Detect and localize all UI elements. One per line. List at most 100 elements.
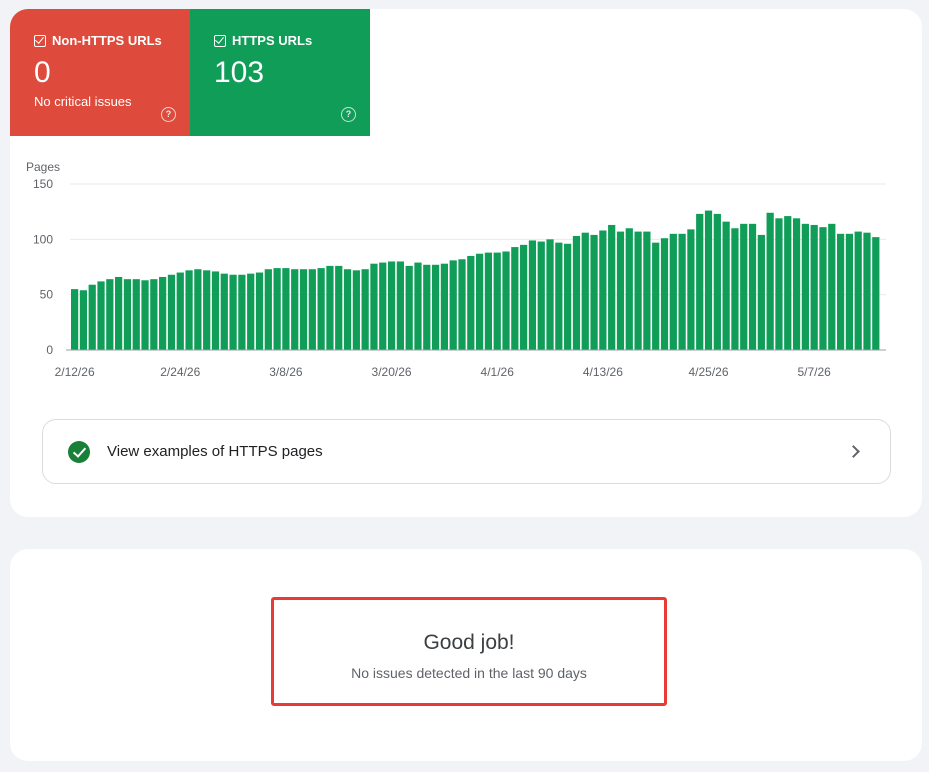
bar <box>784 216 792 350</box>
bar <box>590 234 598 350</box>
non-https-urls-tile[interactable]: Non-HTTPS URLs 0 No critical issues ? <box>10 9 190 136</box>
bar <box>264 269 272 350</box>
bar <box>273 268 281 350</box>
x-tick-label: 5/7/26 <box>797 365 831 379</box>
bar <box>819 227 827 350</box>
bar <box>555 242 563 350</box>
bar <box>766 212 774 350</box>
bar <box>713 213 721 350</box>
bar <box>845 233 853 350</box>
bar <box>652 242 660 350</box>
bar <box>792 218 801 350</box>
bar <box>625 228 633 350</box>
bar <box>440 263 448 350</box>
bar <box>88 284 96 350</box>
bar <box>502 251 510 350</box>
bar <box>159 276 167 350</box>
bar <box>255 272 264 350</box>
https-urls-tile[interactable]: HTTPS URLs 103 ? <box>190 9 370 136</box>
y-axis-label: Pages <box>26 160 60 174</box>
bar <box>511 247 519 350</box>
bar <box>361 269 369 350</box>
good-job-title: Good job! <box>423 631 515 654</box>
bar <box>678 233 686 350</box>
bar <box>352 270 360 350</box>
bar <box>704 210 713 350</box>
x-tick-label: 2/12/26 <box>55 365 95 379</box>
bar <box>431 264 440 350</box>
bar <box>616 231 625 350</box>
https-count: 103 <box>214 56 265 89</box>
bar <box>414 262 422 350</box>
bar <box>775 218 783 350</box>
help-icon[interactable]: ? <box>161 107 176 122</box>
bar <box>467 255 475 350</box>
chevron-right-icon <box>847 445 860 458</box>
bar <box>343 269 352 350</box>
bar <box>150 279 158 350</box>
bar <box>449 260 457 350</box>
view-examples-label: View examples of HTTPS pages <box>107 443 323 460</box>
x-tick-label: 2/24/26 <box>160 365 200 379</box>
non-https-tile-header: Non-HTTPS URLs <box>34 33 190 48</box>
bar <box>335 265 343 350</box>
bar <box>123 279 132 350</box>
checkbox-icon[interactable] <box>34 34 46 47</box>
bar <box>167 274 176 350</box>
bar <box>731 228 739 350</box>
view-examples-row[interactable]: View examples of HTTPS pages <box>42 419 891 484</box>
bar <box>176 272 184 350</box>
bar <box>854 231 862 350</box>
x-tick-label: 3/8/26 <box>269 365 303 379</box>
bar <box>141 280 149 350</box>
bar <box>634 231 642 350</box>
bar <box>546 239 554 350</box>
bar <box>379 262 387 350</box>
bar <box>132 279 140 350</box>
y-tick-label: 100 <box>33 232 53 246</box>
bar <box>115 276 123 350</box>
x-tick-label: 3/20/26 <box>372 365 412 379</box>
bar <box>211 271 220 350</box>
bar <box>308 269 316 350</box>
x-tick-label: 4/13/26 <box>583 365 623 379</box>
y-tick-label: 50 <box>40 288 54 302</box>
bar <box>801 223 809 350</box>
x-tick-label: 4/25/26 <box>688 365 728 379</box>
bar <box>696 213 704 350</box>
https-label: HTTPS URLs <box>232 33 313 48</box>
bar <box>423 264 431 350</box>
bar <box>828 223 836 350</box>
bar <box>572 236 581 350</box>
bar <box>317 268 325 350</box>
bar <box>229 274 237 350</box>
bar <box>203 270 211 350</box>
bar <box>71 289 79 350</box>
bar <box>643 231 651 350</box>
y-tick-label: 0 <box>46 343 53 357</box>
bar <box>748 223 757 350</box>
good-job-subtitle: No issues detected in the last 90 days <box>351 665 587 681</box>
bar <box>291 269 299 350</box>
bar <box>836 233 845 350</box>
bar <box>282 268 290 350</box>
https-report-card: Non-HTTPS URLs 0 No critical issues ? HT… <box>10 9 922 517</box>
checkbox-icon[interactable] <box>214 34 226 47</box>
bar <box>669 233 677 350</box>
bar <box>97 281 105 350</box>
bar <box>299 269 308 350</box>
check-circle-icon <box>68 440 90 463</box>
bar <box>476 253 484 350</box>
help-icon[interactable]: ? <box>341 107 356 122</box>
bar <box>194 269 202 350</box>
non-https-count: 0 <box>34 56 51 89</box>
bar <box>660 238 669 350</box>
bar <box>484 252 493 350</box>
bar <box>863 232 871 350</box>
bar <box>528 240 537 350</box>
non-https-label: Non-HTTPS URLs <box>52 33 162 48</box>
bar <box>370 263 378 350</box>
bar <box>387 261 396 350</box>
bar <box>185 270 193 350</box>
bar <box>608 224 616 350</box>
